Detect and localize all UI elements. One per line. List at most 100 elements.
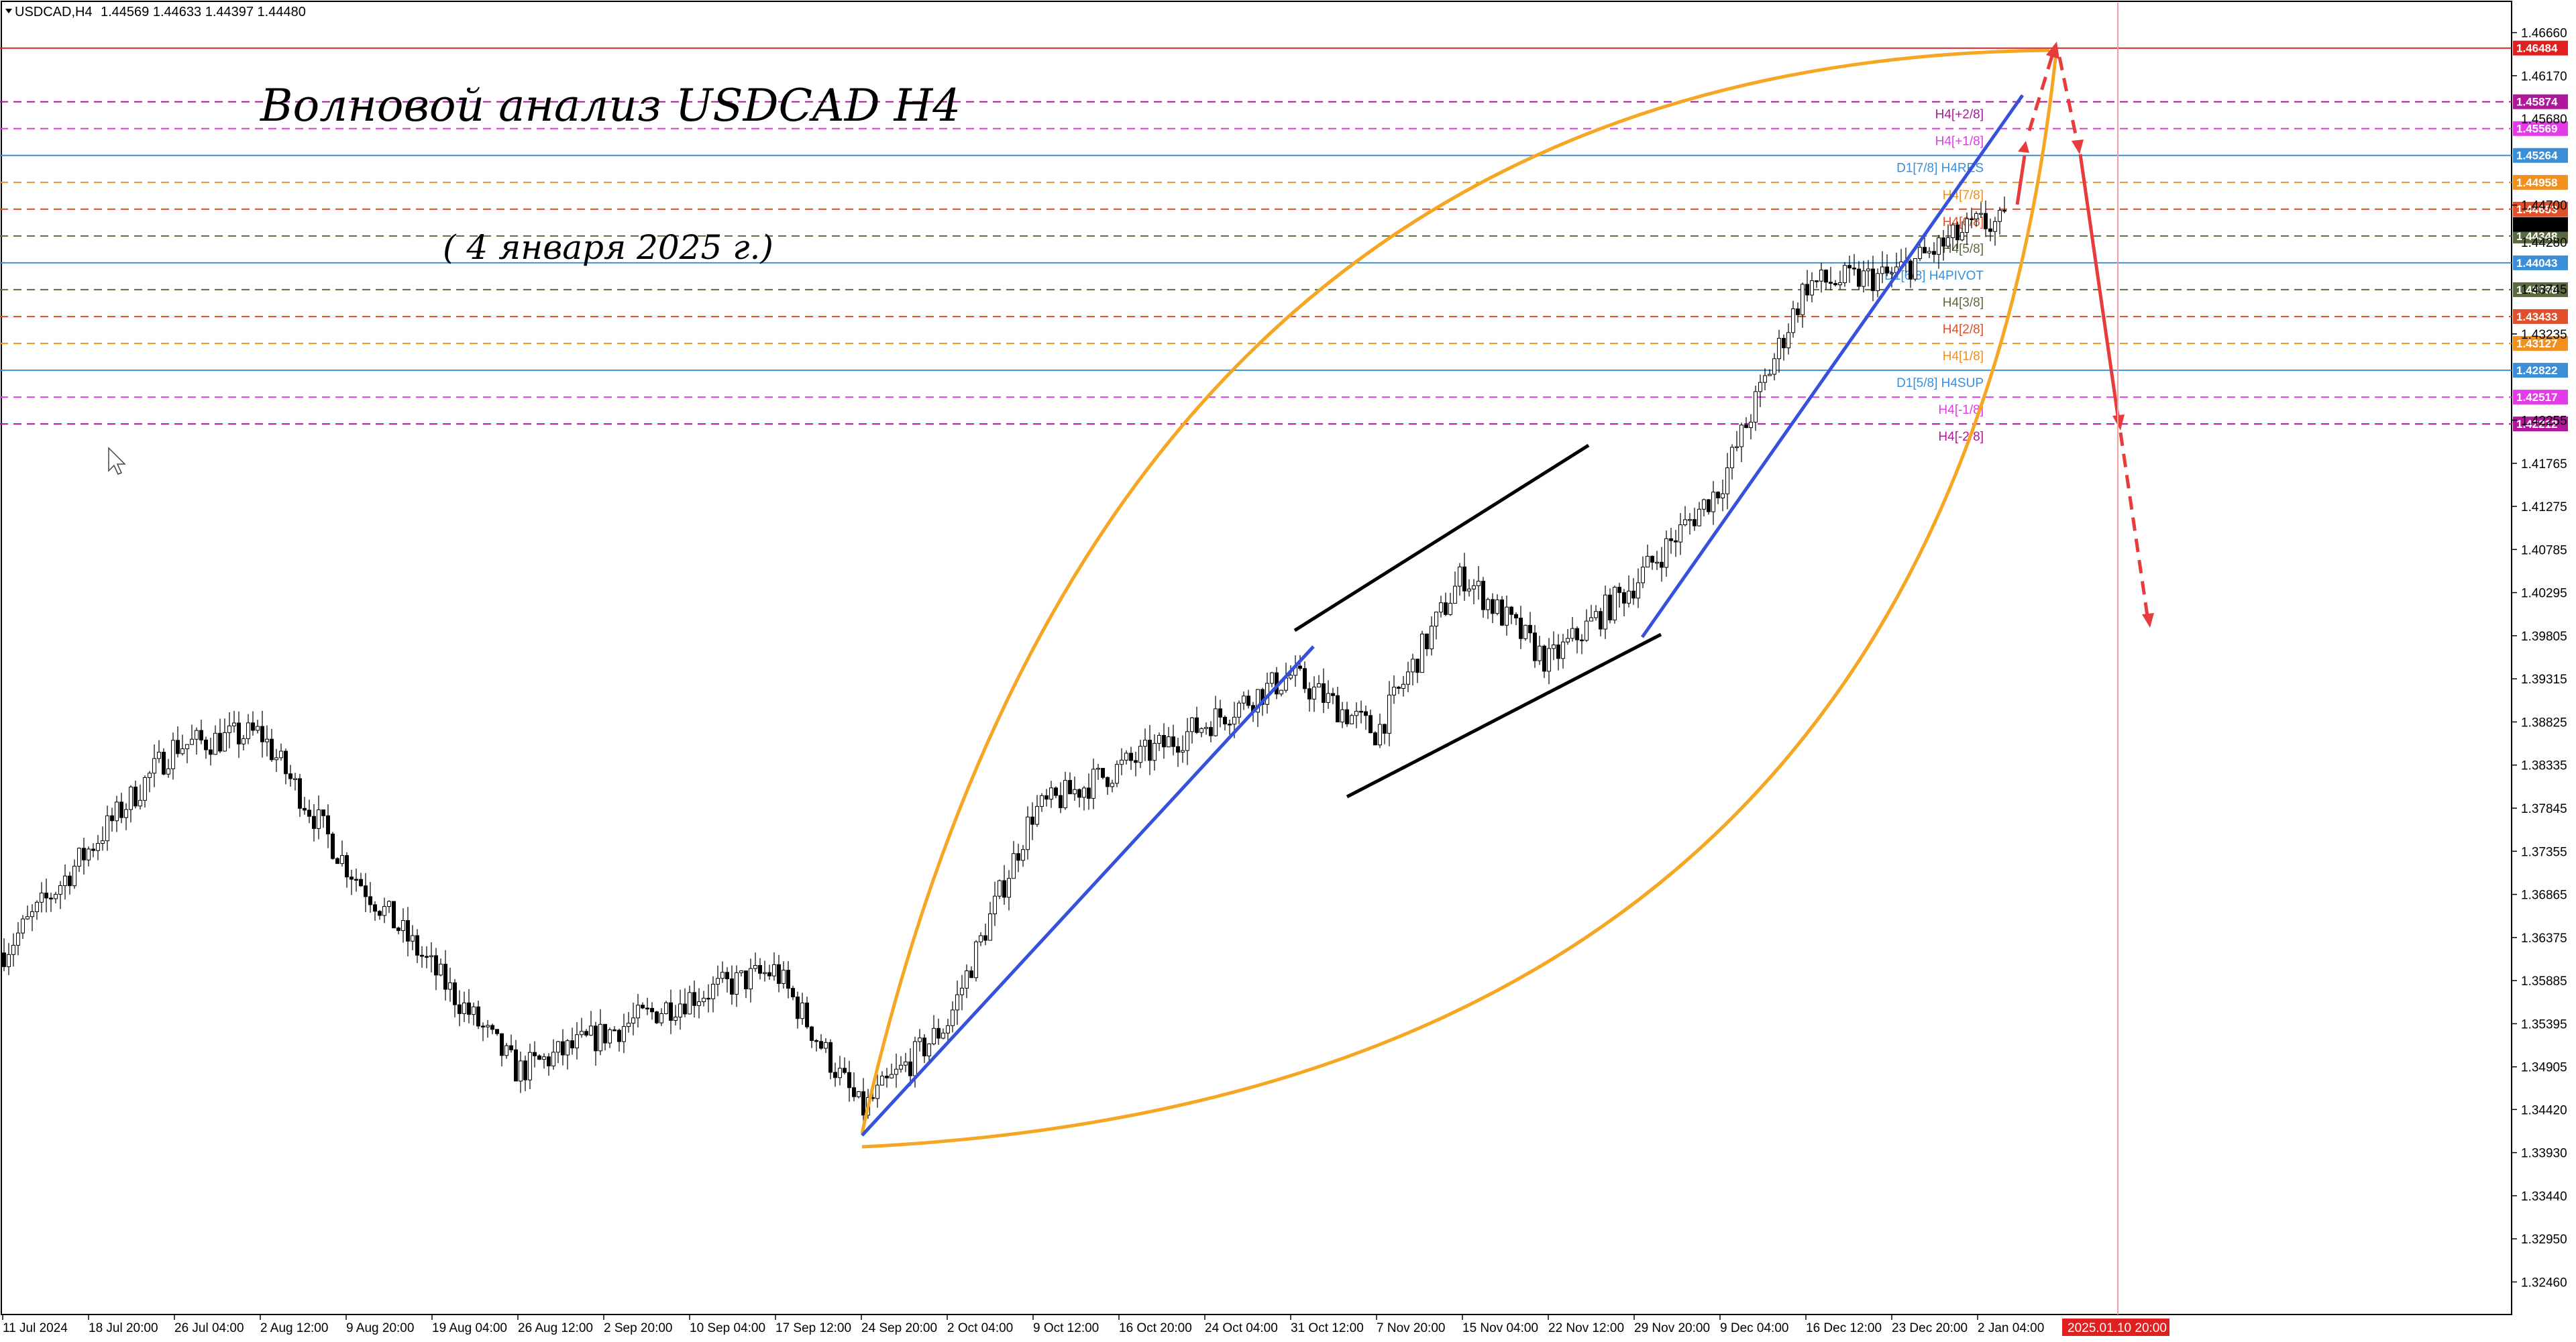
candle-body — [570, 1040, 574, 1049]
candle-body — [195, 730, 199, 740]
candle-body — [495, 1029, 499, 1034]
candle-body — [1974, 213, 1978, 220]
level-price-tag — [2513, 416, 2568, 432]
level-label: H4[3/8] — [1943, 296, 1984, 310]
x-tick-label: 18 Jul 20:00 — [89, 1321, 158, 1335]
level-price-tag — [2513, 228, 2568, 243]
candle-body — [1730, 447, 1734, 469]
candle-body — [1941, 237, 1945, 247]
candle-body — [1880, 266, 1884, 274]
candle-body — [965, 970, 969, 989]
candle-body — [481, 1025, 485, 1027]
menu-triangle-icon[interactable] — [5, 9, 12, 13]
candle-body — [1364, 711, 1368, 716]
candle-body — [16, 932, 20, 946]
candle-body — [556, 1041, 560, 1053]
level-label: H4[1/8] — [1943, 349, 1984, 364]
candle-body — [1970, 218, 1974, 221]
candle-body — [782, 970, 786, 985]
candle-body — [1448, 603, 1452, 615]
red-arrowhead-down-1 — [2072, 139, 2084, 154]
candle-body — [608, 1029, 612, 1044]
level-label: D1[5/8] H4SUP — [1896, 376, 1984, 390]
y-tick-label: 1.35395 — [2521, 1017, 2567, 1031]
candle-body — [979, 935, 983, 942]
candle-body — [124, 809, 128, 818]
orange-arc-upper — [860, 48, 2050, 1134]
candle-body — [1819, 270, 1823, 282]
candle-body — [458, 1004, 462, 1014]
candle-body — [589, 1025, 593, 1036]
candle-body — [87, 848, 91, 860]
candle-body — [627, 1023, 631, 1027]
candle-body — [1411, 659, 1415, 673]
candle-body — [504, 1045, 508, 1056]
candle-body — [1260, 689, 1265, 705]
level-price-tag — [2513, 94, 2568, 109]
y-tick-label: 1.38825 — [2521, 716, 2567, 730]
candle-body — [1453, 585, 1457, 604]
candle-body — [1937, 237, 1941, 255]
candle-body — [1143, 740, 1147, 747]
candle-body — [575, 1034, 579, 1049]
candle-body — [1030, 816, 1034, 825]
candle-body — [969, 970, 973, 978]
candle-body — [1707, 499, 1711, 512]
candle-body — [1002, 880, 1006, 898]
x-tick-label: 23 Dec 20:00 — [1892, 1321, 1968, 1335]
candle-body — [82, 848, 86, 860]
candle-body — [509, 1045, 513, 1050]
levels-layer: 1.46484 H4[+2/8] 1.45874 H4[+1/8] 1.45569 D1[… — [0, 40, 2568, 444]
candle-body — [645, 1007, 649, 1010]
chart-annotation-title: Волновой анализ USDCAD H4 — [260, 80, 961, 131]
candle-body — [392, 901, 396, 929]
y-tick-label: 1.36865 — [2521, 889, 2567, 903]
candle-body — [1087, 787, 1091, 799]
candle-body — [68, 875, 72, 887]
candle-body — [598, 1023, 602, 1052]
candle-body — [1871, 268, 1875, 291]
candle-body — [44, 893, 48, 899]
red-arrow-up-dashed — [2027, 53, 2055, 131]
level-price-tag — [2513, 282, 2568, 297]
candle-body — [364, 885, 368, 897]
candle-body — [1477, 581, 1481, 586]
candle-body — [1688, 519, 1692, 521]
candle-body — [1495, 599, 1499, 614]
candle-body — [30, 911, 34, 917]
candle-body — [800, 1002, 804, 1019]
candle-body — [1739, 425, 1743, 447]
candle-body — [885, 1075, 889, 1078]
price-axis[interactable]: 1.46660 1.46170 1.44700 1.43235 1.42255 1.417… — [2512, 27, 2567, 1290]
candle-body — [1678, 524, 1682, 543]
candle-body — [1171, 736, 1175, 747]
candle-body — [1054, 787, 1058, 796]
candle-body — [824, 1042, 828, 1049]
candle-body — [340, 855, 344, 864]
candle-body — [810, 1026, 814, 1041]
time-axis[interactable]: 11 Jul 2024 18 Jul 20:00 26 Jul 04:00 2 Aug… — [2, 1315, 2169, 1336]
red-arrowhead-up-1 — [2018, 141, 2029, 153]
candle-body — [1636, 582, 1640, 599]
level-label: H4[2/8] — [1943, 323, 1984, 337]
candle-body — [1763, 375, 1767, 383]
candle-body — [1866, 268, 1870, 272]
candle-body — [1434, 612, 1438, 627]
candle-body — [730, 978, 734, 995]
candle-body — [936, 1027, 941, 1039]
candle-body — [448, 982, 452, 990]
red-arrowhead-down-3 — [2142, 613, 2154, 628]
candle-body — [429, 955, 433, 958]
candle-body — [279, 750, 283, 759]
candle-body — [1890, 272, 1894, 274]
candle-body — [1007, 878, 1011, 898]
candle-body — [1016, 853, 1020, 861]
candle-body — [688, 992, 692, 1015]
candle-body — [54, 893, 58, 899]
candle-body — [1176, 746, 1180, 753]
candle-body — [1575, 628, 1579, 640]
candle-body — [246, 722, 250, 739]
candle-body — [1570, 628, 1574, 639]
